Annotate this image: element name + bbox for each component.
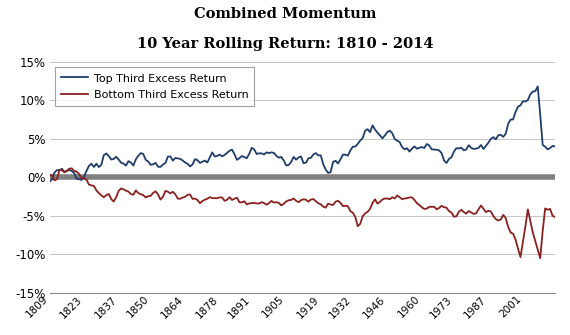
Bottom Third Excess Return (552, 215, 559, 219)
Text: Combined Momentum: Combined Momentum (194, 7, 376, 21)
Top Third Excess Return (189, 162, 196, 166)
Top Third Excess Return (241, 155, 248, 159)
Bottom Third Excess Return (192, 197, 198, 201)
Text: 10 Year Rolling Return: 1810 - 2014: 10 Year Rolling Return: 1810 - 2014 (137, 37, 433, 51)
Bottom Third Excess Return (68, 166, 75, 170)
Bottom Third Excess Return (54, 177, 60, 181)
Top Third Excess Return (534, 84, 541, 88)
Top Third Excess Return (46, 180, 53, 184)
Bottom Third Excess Return (46, 173, 53, 177)
Bottom Third Excess Return (100, 195, 107, 199)
Bottom Third Excess Return (130, 193, 137, 197)
Top Third Excess Return (552, 144, 559, 148)
Top Third Excess Return (512, 110, 519, 114)
Bottom Third Excess Return (515, 247, 522, 251)
Bottom Third Excess Return (537, 256, 544, 260)
Top Third Excess Return (54, 168, 60, 172)
Bottom Third Excess Return (243, 202, 250, 206)
Top Third Excess Return (98, 163, 105, 167)
Line: Top Third Excess Return: Top Third Excess Return (50, 86, 555, 182)
Top Third Excess Return (128, 160, 135, 164)
Legend: Top Third Excess Return, Bottom Third Excess Return: Top Third Excess Return, Bottom Third Ex… (55, 67, 254, 106)
Line: Bottom Third Excess Return: Bottom Third Excess Return (50, 168, 555, 258)
